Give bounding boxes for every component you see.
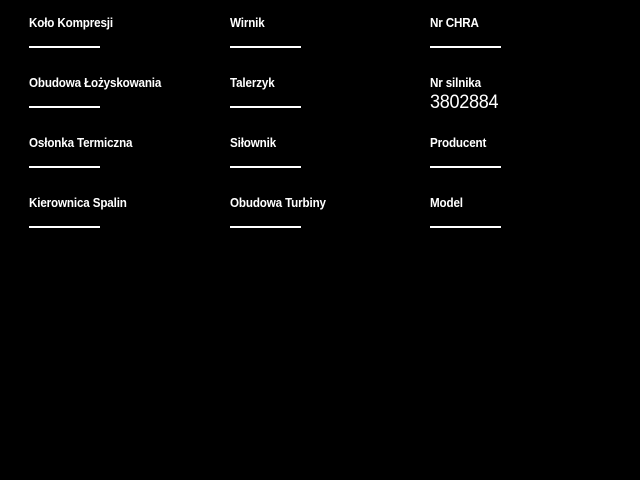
field-model[interactable]: Model: [430, 196, 619, 256]
field-underline: [430, 226, 501, 228]
field-label: Model: [430, 196, 463, 210]
field-label: Nr silnika: [430, 76, 481, 90]
field-silownik[interactable]: Siłownik: [230, 136, 430, 196]
field-nr-chra[interactable]: Nr CHRA: [430, 16, 619, 76]
field-oslonka-termiczna[interactable]: Osłonka Termiczna: [29, 136, 230, 196]
field-underline: [230, 226, 301, 228]
field-label: Siłownik: [230, 136, 277, 150]
field-kolo-kompresji[interactable]: Koło Kompresji: [29, 16, 230, 76]
field-value: 3802884: [430, 92, 499, 113]
field-obudowa-lozyskowania[interactable]: Obudowa Łożyskowania: [29, 76, 230, 136]
field-kierownica-spalin[interactable]: Kierownica Spalin: [29, 196, 230, 256]
field-wirnik[interactable]: Wirnik: [230, 16, 430, 76]
field-grid: Koło Kompresji Wirnik Nr CHRA Obudowa Ło…: [29, 16, 619, 256]
field-label: Koło Kompresji: [29, 16, 113, 30]
field-talerzyk[interactable]: Talerzyk: [230, 76, 430, 136]
field-underline: [230, 106, 301, 108]
field-label: Producent: [430, 136, 487, 150]
field-label: Obudowa Turbiny: [230, 196, 326, 210]
field-underline: [29, 166, 100, 168]
field-obudowa-turbiny[interactable]: Obudowa Turbiny: [230, 196, 430, 256]
field-nr-silnika[interactable]: Nr silnika 3802884: [430, 76, 619, 136]
field-underline: [29, 46, 100, 48]
field-label: Wirnik: [230, 16, 265, 30]
field-underline: [230, 46, 301, 48]
field-label: Nr CHRA: [430, 16, 479, 30]
field-label: Kierownica Spalin: [29, 196, 127, 210]
field-label: Obudowa Łożyskowania: [29, 76, 162, 90]
field-underline: [430, 46, 501, 48]
field-underline: [430, 166, 501, 168]
field-label: Talerzyk: [230, 76, 275, 90]
field-underline: [29, 226, 100, 228]
field-producent[interactable]: Producent: [430, 136, 619, 196]
field-underline: [29, 106, 100, 108]
field-label: Osłonka Termiczna: [29, 136, 133, 150]
field-underline: [230, 166, 301, 168]
